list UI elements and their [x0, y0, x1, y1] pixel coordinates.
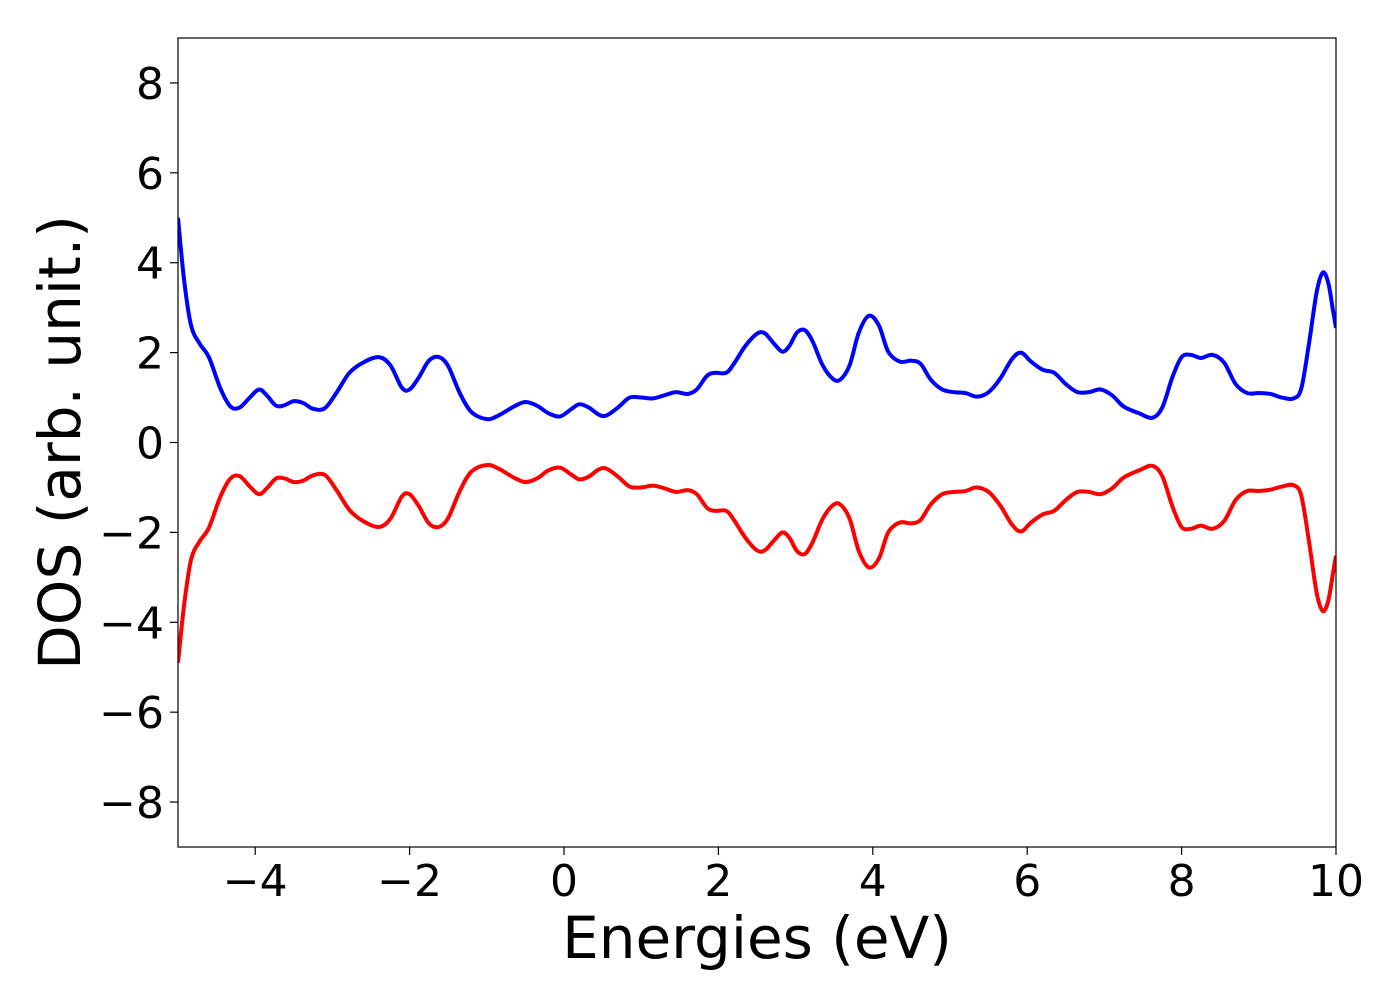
y-tick-label: −2 — [99, 508, 164, 559]
dos-series-line-positive — [178, 217, 1336, 422]
y-tick-label: −8 — [99, 778, 164, 829]
y-tick-label: −4 — [99, 598, 164, 649]
x-axis-label: Energies (eV) — [562, 904, 952, 972]
x-tick-label: 0 — [550, 856, 578, 907]
x-tick-label: 10 — [1308, 856, 1364, 907]
y-tick-label: 0 — [136, 419, 164, 470]
y-tick-label: 8 — [136, 59, 164, 110]
dos-series-line-negative — [178, 462, 1336, 663]
x-tick-label: −2 — [377, 856, 442, 907]
x-tick-label: 8 — [1168, 856, 1196, 907]
x-axis-ticks: −4 −2 0 2 4 6 8 10 — [223, 847, 1364, 907]
y-tick-label: 2 — [136, 329, 164, 380]
x-tick-label: 2 — [704, 856, 732, 907]
y-tick-label: 4 — [136, 239, 164, 290]
x-tick-label: 6 — [1013, 856, 1041, 907]
x-tick-label: 4 — [859, 856, 887, 907]
y-axis-ticks: −8 −6 −4 −2 0 2 4 6 8 — [99, 59, 178, 829]
y-tick-label: 6 — [136, 149, 164, 200]
y-axis-label: DOS (arb. unit.) — [26, 215, 94, 670]
x-tick-label: −4 — [223, 856, 288, 907]
series-layer — [178, 217, 1336, 663]
y-tick-label: −6 — [99, 688, 164, 739]
